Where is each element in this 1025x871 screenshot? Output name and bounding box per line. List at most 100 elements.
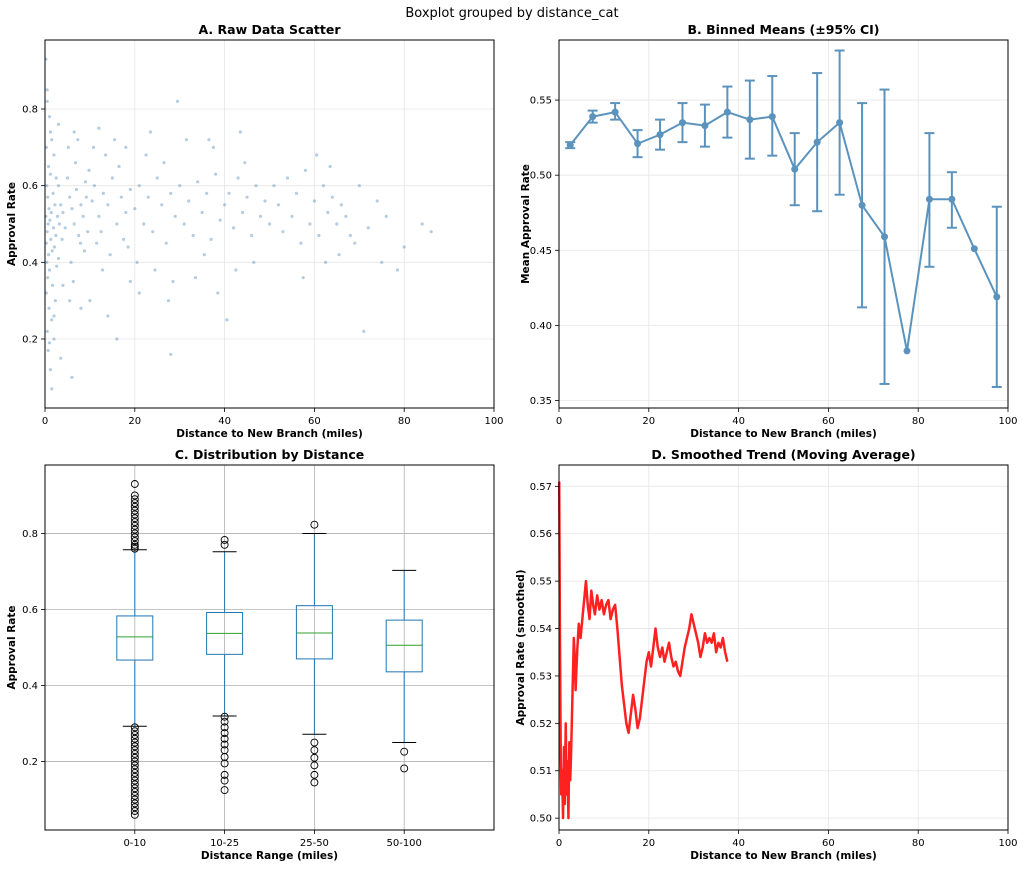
scatter-point <box>249 233 254 238</box>
scatter-point <box>294 191 299 195</box>
mean-point <box>701 122 709 130</box>
scatter-point <box>337 253 341 257</box>
scatter-point <box>84 195 88 199</box>
scatter-point <box>184 138 189 142</box>
scatter-point <box>384 214 388 218</box>
scatter-point <box>171 279 175 284</box>
outlier-point <box>130 776 139 785</box>
scatter-point <box>81 214 85 218</box>
outlier-point <box>130 521 139 530</box>
panel-d-ylabel: Approval Rate (smoothed) <box>515 569 527 725</box>
outlier-point <box>130 750 139 758</box>
mean-point <box>723 108 731 116</box>
x-tick-label: 100 <box>998 416 1017 427</box>
outlier-point <box>220 717 229 726</box>
scatter-point <box>119 195 123 199</box>
outlier-point <box>130 533 139 542</box>
scatter-point <box>133 207 137 211</box>
scatter-point <box>263 199 267 203</box>
scatter-point <box>164 241 168 245</box>
scatter-point <box>53 203 57 207</box>
scatter-point <box>74 187 79 192</box>
mean-point <box>813 138 821 146</box>
scatter-point <box>218 218 222 222</box>
scatter-point <box>45 230 49 234</box>
mean-point <box>634 140 642 148</box>
outlier-point <box>130 769 139 777</box>
outlier-point <box>130 542 139 551</box>
scatter-point <box>87 168 91 172</box>
outlier-point <box>130 738 139 747</box>
outlier-point <box>220 740 229 749</box>
scatter-point <box>182 222 186 226</box>
outlier-point <box>130 788 139 796</box>
x-tick-label: 40 <box>732 416 745 427</box>
outlier-point <box>130 727 139 736</box>
x-tick-label: 0-10 <box>123 838 146 849</box>
panel-c-ylabel: Approval Rate <box>6 605 18 689</box>
scatter-point <box>290 214 294 218</box>
outlier-point <box>130 784 139 793</box>
scatter-point <box>223 203 227 207</box>
scatter-point <box>315 153 319 157</box>
scatter-point <box>115 222 119 226</box>
scatter-point <box>285 176 290 180</box>
panel-c-xlabel: Distance Range (miles) <box>201 850 338 862</box>
x-tick-label: 10-25 <box>210 838 239 849</box>
panel-a-title: A. Raw Data Scatter <box>199 22 342 37</box>
outlier-point <box>220 770 229 779</box>
outlier-point <box>220 540 229 549</box>
scatter-point <box>70 207 74 211</box>
box <box>385 619 423 673</box>
x-tick-label: 80 <box>912 838 925 849</box>
scatter-point <box>48 130 52 134</box>
panel-c: 0-10 10-25 25-50 50-100 0.2 0.4 0.6 0.8 C. Dist… <box>6 447 495 862</box>
scatter-point <box>95 241 99 245</box>
x-tick-label: 100 <box>998 838 1017 849</box>
outlier-point <box>130 757 139 766</box>
scatter-point <box>267 222 272 226</box>
scatter-point <box>77 233 81 238</box>
scatter-point <box>46 164 51 169</box>
y-tick-label: 0.55 <box>530 96 552 107</box>
scatter-point <box>402 245 406 249</box>
y-tick-label: 0.2 <box>22 335 38 346</box>
scatter-point <box>55 214 60 218</box>
scatter-point <box>169 191 173 195</box>
scatter-point <box>162 161 166 165</box>
scatter-point <box>59 356 63 360</box>
scatter-point <box>166 299 171 303</box>
outlier-point <box>130 795 139 804</box>
scatter-point <box>301 276 305 280</box>
outlier-point <box>130 502 139 511</box>
outlier-point <box>130 525 139 534</box>
scatter-point <box>234 268 238 272</box>
scatter-point <box>328 164 332 169</box>
scatter-point <box>44 145 48 149</box>
y-tick-label: 0.53 <box>530 671 552 682</box>
scatter-point <box>46 222 50 226</box>
mean-point <box>881 233 889 241</box>
scatter-point <box>45 260 49 264</box>
scatter-point <box>362 329 366 333</box>
scatter-point <box>121 237 126 241</box>
scatter-point <box>63 226 67 230</box>
scatter-point <box>48 368 52 372</box>
outlier-point <box>130 544 139 553</box>
panel-d: 0 20 40 60 80 100 0.50 0.51 0.52 0.53 0.54 0.55 0.56… <box>515 447 1018 862</box>
outlier-point <box>130 772 139 781</box>
outlier-point <box>130 761 139 770</box>
scatter-point <box>339 203 343 207</box>
scatter-point <box>196 180 200 184</box>
scatter-point <box>137 184 141 188</box>
scatter-point <box>153 268 157 272</box>
outlier-point <box>130 807 139 815</box>
smoothed-line <box>557 481 729 820</box>
y-tick-label: 0.50 <box>530 171 552 182</box>
scatter-point <box>146 195 150 199</box>
outlier-point <box>400 764 409 773</box>
scatter-point <box>142 222 146 226</box>
scatter-point <box>317 233 321 238</box>
scatter-point <box>60 237 64 241</box>
outlier-point <box>130 499 139 507</box>
